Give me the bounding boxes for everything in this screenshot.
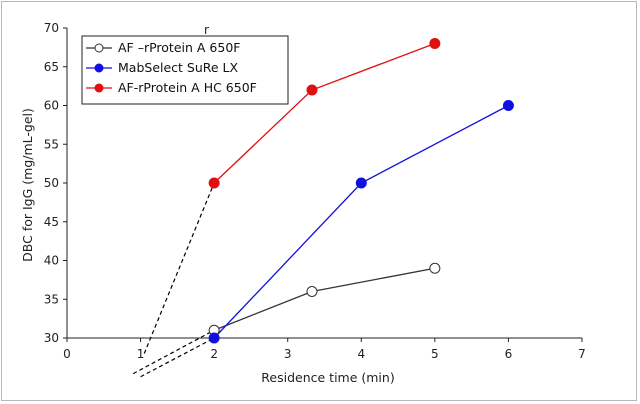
- y-tick-label: 55: [44, 137, 59, 151]
- y-tick-label: 30: [44, 331, 59, 345]
- x-tick-label: 2: [210, 347, 218, 361]
- x-tick-label: 7: [578, 347, 586, 361]
- legend-label: AF –rProtein A 650F: [118, 40, 240, 55]
- x-tick-label: 6: [505, 347, 513, 361]
- data-point: [502, 100, 514, 111]
- y-tick-label: 40: [44, 254, 59, 268]
- stray-mark: r: [204, 23, 209, 37]
- extrapolation-lines: [132, 182, 215, 378]
- legend-label: MabSelect SuRe LX: [118, 60, 239, 75]
- legend-marker: [94, 63, 104, 73]
- extrapolation-line: [132, 329, 215, 375]
- y-tick-label: 65: [44, 60, 59, 74]
- legend: AF –rProtein A 650F MabSelect SuRe LX AF-r…: [81, 35, 289, 105]
- data-point: [429, 262, 441, 274]
- x-tick-label: 5: [431, 347, 439, 361]
- x-axis-title: Residence time (min): [261, 370, 394, 385]
- data-point: [208, 177, 220, 189]
- data-point: [306, 286, 318, 297]
- series-markers: [208, 38, 514, 344]
- y-tick-label: 70: [44, 21, 59, 35]
- y-tick-label: 50: [44, 176, 59, 190]
- y-tick-label: 35: [44, 292, 59, 306]
- data-point: [429, 38, 441, 49]
- y-axis-title: DBC for IgG (mg/mL-gel): [20, 108, 35, 262]
- x-tick-label: 0: [63, 347, 71, 361]
- legend-box: [81, 35, 289, 105]
- y-tick-label: 60: [44, 99, 59, 113]
- x-tick-label: 3: [284, 347, 292, 361]
- legend-marker: [94, 83, 104, 93]
- data-point: [208, 332, 220, 344]
- legend-label: AF-rProtein A HC 650F: [118, 80, 257, 95]
- legend-marker: [94, 43, 104, 53]
- y-tick-label: 45: [44, 215, 59, 229]
- extrapolation-line: [143, 182, 215, 354]
- x-tick-label: 4: [357, 347, 365, 361]
- extrapolation-line: [140, 337, 215, 378]
- data-point: [355, 177, 367, 189]
- x-tick-label: 1: [137, 347, 145, 361]
- data-point: [306, 84, 318, 96]
- series-line: [213, 267, 435, 331]
